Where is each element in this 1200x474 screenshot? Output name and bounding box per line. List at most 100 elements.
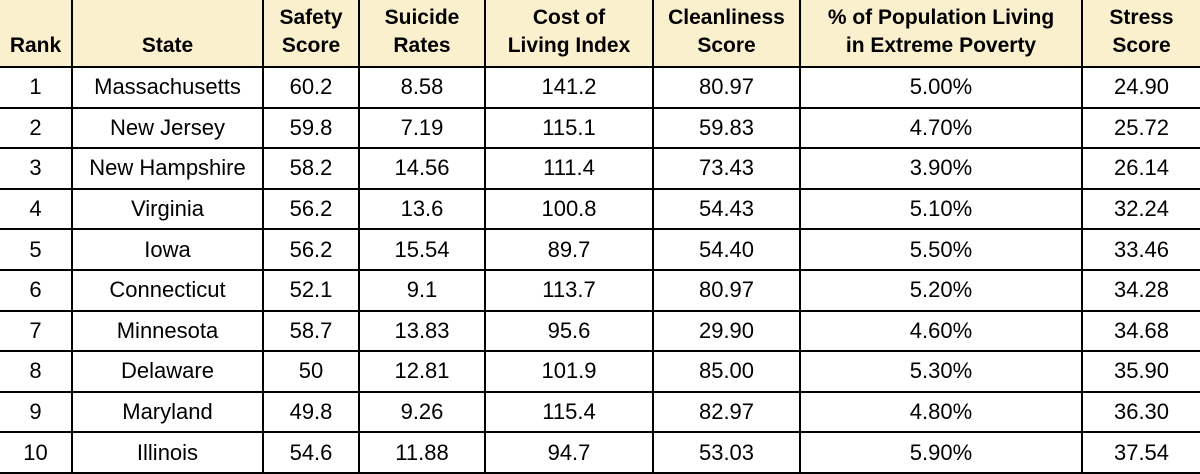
cell-safety-score: 50 — [262, 350, 360, 393]
cell-state: Massachusetts — [71, 66, 264, 109]
cell-state: Maryland — [71, 390, 264, 434]
cell-rank: 2 — [0, 106, 73, 150]
cell-rank: 7 — [0, 309, 73, 353]
table-row: 4 Virginia 56.2 13.6 100.8 54.43 5.10% 32.24 — [0, 187, 1200, 231]
cell-safety-score: 58.7 — [262, 309, 360, 353]
table-row: 7 Minnesota 58.7 13.83 95.6 29.90 4.60% 34.68 — [0, 309, 1200, 353]
cell-poverty-percent: 5.20% — [799, 268, 1083, 312]
cell-cost-of-living-index: 113.7 — [484, 268, 654, 312]
cell-stress-score: 26.14 — [1081, 147, 1200, 190]
cell-stress-score: 24.90 — [1081, 66, 1200, 109]
cell-safety-score: 60.2 — [262, 66, 360, 109]
table-row: 3 New Hampshire 58.2 14.56 111.4 73.43 3.90% 26… — [0, 147, 1200, 190]
cell-cleanliness-score: 59.83 — [652, 106, 801, 150]
column-header-stress-score: Stress Score — [1081, 0, 1200, 68]
cell-cost-of-living-index: 95.6 — [484, 309, 654, 353]
table-row: 8 Delaware 50 12.81 101.9 85.00 5.30% 35.90 — [0, 350, 1200, 393]
column-header-cleanliness-score: Cleanliness Score — [652, 0, 801, 68]
cell-stress-score: 34.68 — [1081, 309, 1200, 353]
cell-cleanliness-score: 80.97 — [652, 268, 801, 312]
cell-state: Connecticut — [71, 268, 264, 312]
column-header-rank: Rank — [0, 0, 73, 68]
cell-rank: 8 — [0, 350, 73, 393]
cell-suicide-rates: 14.56 — [358, 147, 486, 190]
cell-suicide-rates: 12.81 — [358, 350, 486, 393]
cell-state: Minnesota — [71, 309, 264, 353]
cell-stress-score: 34.28 — [1081, 268, 1200, 312]
cell-state: Delaware — [71, 350, 264, 393]
cell-safety-score: 59.8 — [262, 106, 360, 150]
cell-cost-of-living-index: 101.9 — [484, 350, 654, 393]
cell-rank: 4 — [0, 187, 73, 231]
table-row: 6 Connecticut 52.1 9.1 113.7 80.97 5.20% 34.28 — [0, 268, 1200, 312]
column-header-poverty-percent: % of Population Living in Extreme Povert… — [799, 0, 1083, 68]
cell-poverty-percent: 4.60% — [799, 309, 1083, 353]
column-header-state: State — [71, 0, 264, 68]
cell-safety-score: 52.1 — [262, 268, 360, 312]
table-row: 1 Massachusetts 60.2 8.58 141.2 80.97 5.00% 24.… — [0, 66, 1200, 109]
cell-cleanliness-score: 53.03 — [652, 431, 801, 474]
table-row: 10 Illinois 54.6 11.88 94.7 53.03 5.90% 37.54 — [0, 431, 1200, 474]
cell-cleanliness-score: 82.97 — [652, 390, 801, 434]
cell-cost-of-living-index: 94.7 — [484, 431, 654, 474]
cell-rank: 3 — [0, 147, 73, 190]
cell-suicide-rates: 13.83 — [358, 309, 486, 353]
table-row: 9 Maryland 49.8 9.26 115.4 82.97 4.80% 36.30 — [0, 390, 1200, 434]
cell-poverty-percent: 5.00% — [799, 66, 1083, 109]
cell-rank: 6 — [0, 268, 73, 312]
cell-cost-of-living-index: 111.4 — [484, 147, 654, 190]
cell-suicide-rates: 9.1 — [358, 268, 486, 312]
cell-cleanliness-score: 54.40 — [652, 228, 801, 271]
cell-cost-of-living-index: 89.7 — [484, 228, 654, 271]
cell-cost-of-living-index: 115.4 — [484, 390, 654, 434]
cell-poverty-percent: 4.80% — [799, 390, 1083, 434]
cell-cleanliness-score: 85.00 — [652, 350, 801, 393]
cell-state: Iowa — [71, 228, 264, 271]
column-header-suicide-rates: Suicide Rates — [358, 0, 486, 68]
cell-rank: 9 — [0, 390, 73, 434]
cell-safety-score: 56.2 — [262, 187, 360, 231]
cell-stress-score: 25.72 — [1081, 106, 1200, 150]
cell-suicide-rates: 8.58 — [358, 66, 486, 109]
cell-cost-of-living-index: 141.2 — [484, 66, 654, 109]
cell-poverty-percent: 4.70% — [799, 106, 1083, 150]
cell-stress-score: 36.30 — [1081, 390, 1200, 434]
cell-state: Virginia — [71, 187, 264, 231]
cell-poverty-percent: 5.30% — [799, 350, 1083, 393]
table-body: 1 Massachusetts 60.2 8.58 141.2 80.97 5.00% 24.… — [0, 66, 1200, 474]
cell-rank: 10 — [0, 431, 73, 474]
cell-cost-of-living-index: 100.8 — [484, 187, 654, 231]
table-row: 2 New Jersey 59.8 7.19 115.1 59.83 4.70% 25.72 — [0, 106, 1200, 150]
cell-safety-score: 58.2 — [262, 147, 360, 190]
cell-cleanliness-score: 54.43 — [652, 187, 801, 231]
cell-stress-score: 37.54 — [1081, 431, 1200, 474]
column-header-safety-score: Safety Score — [262, 0, 360, 68]
cell-rank: 5 — [0, 228, 73, 271]
cell-poverty-percent: 5.50% — [799, 228, 1083, 271]
cell-state: Illinois — [71, 431, 264, 474]
cell-cleanliness-score: 73.43 — [652, 147, 801, 190]
cell-cleanliness-score: 29.90 — [652, 309, 801, 353]
cell-poverty-percent: 3.90% — [799, 147, 1083, 190]
cell-safety-score: 49.8 — [262, 390, 360, 434]
column-header-cost-of-living-index: Cost of Living Index — [484, 0, 654, 68]
cell-poverty-percent: 5.90% — [799, 431, 1083, 474]
cell-suicide-rates: 9.26 — [358, 390, 486, 434]
cell-rank: 1 — [0, 66, 73, 109]
cell-cleanliness-score: 80.97 — [652, 66, 801, 109]
cell-suicide-rates: 7.19 — [358, 106, 486, 150]
table-row: 5 Iowa 56.2 15.54 89.7 54.40 5.50% 33.46 — [0, 228, 1200, 271]
cell-stress-score: 32.24 — [1081, 187, 1200, 231]
cell-safety-score: 56.2 — [262, 228, 360, 271]
cell-state: New Jersey — [71, 106, 264, 150]
table-header: Rank State Safety Score Suicide Rates Co… — [0, 0, 1200, 68]
cell-stress-score: 33.46 — [1081, 228, 1200, 271]
cell-state: New Hampshire — [71, 147, 264, 190]
cell-suicide-rates: 15.54 — [358, 228, 486, 271]
cell-suicide-rates: 11.88 — [358, 431, 486, 474]
cell-stress-score: 35.90 — [1081, 350, 1200, 393]
cell-cost-of-living-index: 115.1 — [484, 106, 654, 150]
cell-safety-score: 54.6 — [262, 431, 360, 474]
cell-poverty-percent: 5.10% — [799, 187, 1083, 231]
